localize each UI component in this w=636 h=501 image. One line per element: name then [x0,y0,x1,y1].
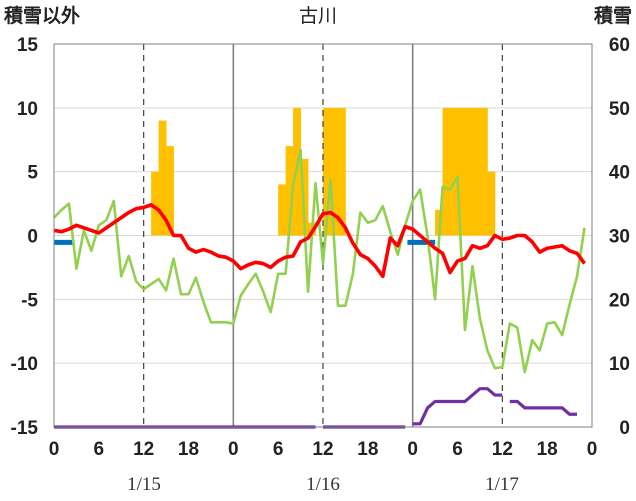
right-tick-label: 0 [619,418,630,439]
precipitation-bar [151,171,160,236]
date-label: 1/17 [485,474,519,495]
x-tick-label: 0 [587,439,598,460]
snow-depth-line [509,399,578,416]
precipitation-bar [158,120,167,236]
left-tick-label: -5 [21,290,38,311]
x-tick-label: 18 [357,439,378,460]
x-tick-label: 0 [228,439,239,460]
x-tick-label: 12 [133,439,154,460]
precipitation-bar [442,107,451,236]
x-tick-label: 12 [312,439,333,460]
left-tick-label: 15 [17,35,39,56]
x-tick-label: 18 [178,439,199,460]
temperature-line [53,203,586,279]
blue-bar [407,239,436,245]
x-tick-label: 0 [49,439,60,460]
precipitation-bar [337,107,346,236]
precipitation-bar [450,107,458,236]
precipitation-bar [457,107,466,236]
x-tick-label: 12 [492,439,513,460]
precipitation-bar [285,146,294,236]
date-label: 1/15 [127,474,161,495]
left-tick-label: 0 [27,227,38,248]
right-tick-label: 60 [609,35,630,56]
precipitation-bar [166,146,174,236]
left-tick-label: -15 [11,418,39,439]
date-label: 1/16 [306,474,340,495]
precipitation-bar [300,158,309,236]
precipitation-bar [479,107,488,236]
precipitation-bar [278,184,287,236]
x-tick-label: 0 [407,439,418,460]
plot-frame [53,43,593,428]
precipitation-bar [323,107,331,236]
chart-title: 古川 [299,5,337,27]
right-tick-label: 30 [609,227,630,248]
x-tick-label: 6 [452,439,463,460]
right-axis-label: 積雪 [594,4,632,27]
right-tick-label: 20 [609,290,630,311]
left-tick-label: 5 [27,163,38,184]
x-tick-label: 18 [537,439,558,460]
left-tick-label: 10 [17,99,38,120]
snow-depth-line [412,387,503,426]
precipitation-bar [472,107,481,236]
right-tick-label: 40 [609,163,630,184]
left-axis-label: 積雪以外 [4,4,80,27]
precipitation-bar [487,171,496,236]
blue-bar [54,239,73,245]
precipitation-bar [464,107,473,236]
x-tick-label: 6 [94,439,105,460]
right-tick-label: 10 [609,354,630,375]
precipitation-bar [330,107,339,236]
x-tick-label: 6 [273,439,284,460]
right-tick-label: 50 [609,99,630,120]
left-tick-label: -10 [11,354,38,375]
